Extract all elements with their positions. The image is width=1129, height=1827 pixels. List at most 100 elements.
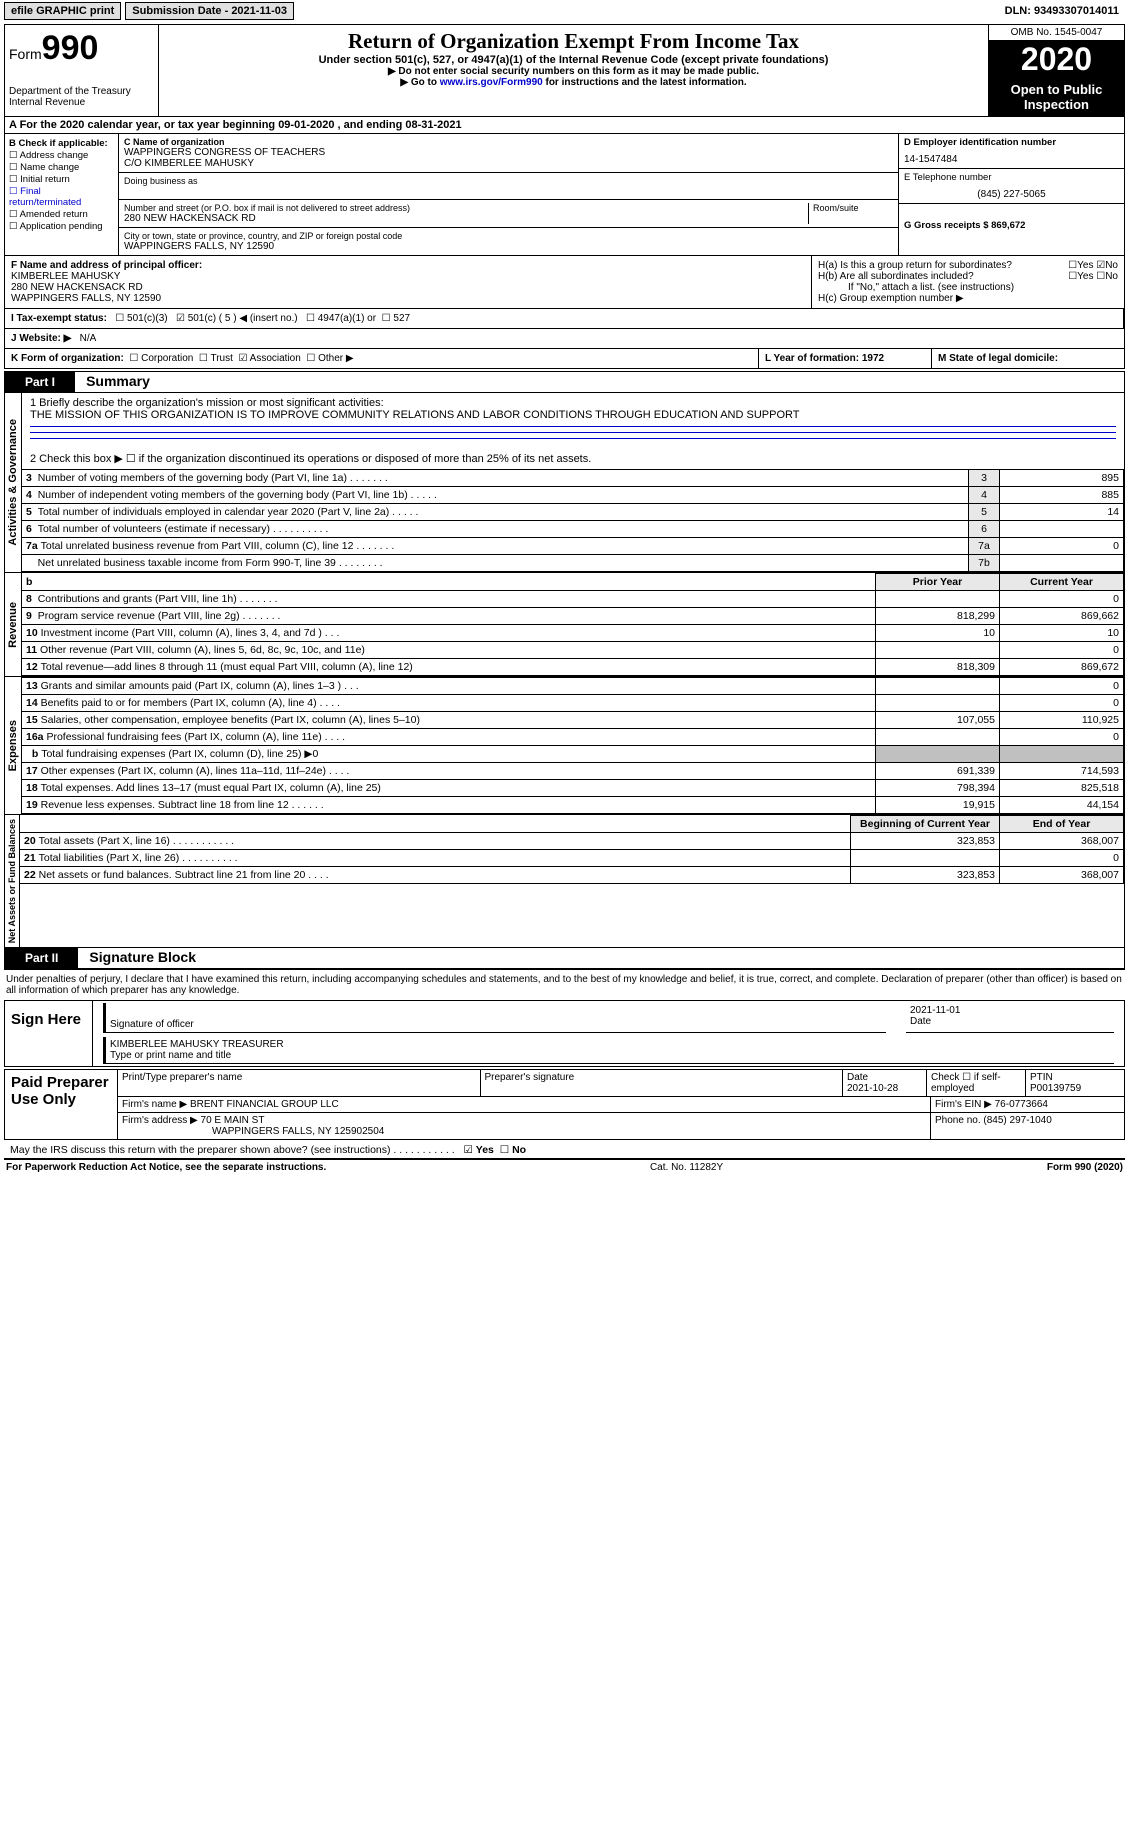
addr-label: Firm's address ▶ (122, 1115, 198, 1126)
firm-addr: 70 E MAIN ST (201, 1115, 265, 1126)
hb-yn[interactable]: ☐Yes ☐No (1068, 271, 1118, 282)
r21c: 0 (1000, 850, 1124, 867)
type-label: Type or print name and title (110, 1050, 1110, 1061)
dln: DLN: 93493307014011 (1005, 5, 1125, 17)
k-corp[interactable]: Corporation (141, 353, 193, 364)
table-row: b Total fundraising expenses (Part IX, c… (22, 746, 1124, 763)
j-label: J Website: ▶ (11, 333, 71, 344)
line6-val (1000, 521, 1124, 538)
r19c: 44,154 (1000, 797, 1124, 814)
k-trust[interactable]: Trust (210, 353, 232, 364)
line4-text: Number of independent voting members of … (38, 489, 437, 501)
firm-ph: (845) 297-1040 (983, 1115, 1051, 1126)
r20: Total assets (Part X, line 16) . . . . .… (39, 835, 235, 847)
officer-addr1: 280 NEW HACKENSACK RD (11, 282, 805, 293)
k-other[interactable]: Other ▶ (318, 353, 353, 364)
prep-h2: Preparer's signature (481, 1070, 844, 1096)
ein: 14-1547484 (904, 154, 1119, 165)
line2: 2 Check this box ▶ ☐ if the organization… (22, 448, 1124, 469)
r22p: 323,853 (851, 867, 1000, 884)
net-label: Net Assets or Fund Balances (5, 815, 20, 947)
table-row: 14 Benefits paid to or for members (Part… (22, 695, 1124, 712)
r15p: 107,055 (876, 712, 1000, 729)
yes-text: Yes (1077, 260, 1093, 271)
ein-label: D Employer identification number (904, 137, 1119, 148)
r11p (876, 642, 1000, 659)
chk-final[interactable]: ☐ Final return/terminated (9, 186, 114, 208)
form-subtitle: Under section 501(c), 527, or 4947(a)(1)… (163, 54, 984, 66)
irs-link[interactable]: www.irs.gov/Form990 (440, 77, 543, 88)
dba-label: Doing business as (124, 176, 893, 186)
i-501c5[interactable]: 501(c) ( 5 ) ◀ (insert no.) (188, 313, 298, 324)
footer-left: For Paperwork Reduction Act Notice, see … (6, 1162, 326, 1173)
sign-here: Sign Here (5, 1001, 93, 1066)
chk-name[interactable]: ☐ Name change (9, 162, 114, 173)
r12c: 869,672 (1000, 659, 1124, 676)
i-527[interactable]: 527 (393, 313, 410, 324)
line4-val: 885 (1000, 487, 1124, 504)
r11c: 0 (1000, 642, 1124, 659)
c-addr-label: Number and street (or P.O. box if mail i… (124, 203, 808, 213)
exp-label: Expenses (5, 677, 22, 814)
c-name-label: C Name of organization (124, 137, 893, 147)
form-id-block: Form990 Department of the Treasury Inter… (5, 25, 159, 116)
section-k: K Form of organization: ☐ Corporation ☐ … (5, 349, 759, 368)
k-assoc[interactable]: Association (250, 353, 301, 364)
r9: Program service revenue (Part VIII, line… (38, 610, 281, 622)
i-4947[interactable]: 4947(a)(1) or (318, 313, 376, 324)
exp-table: 13 Grants and similar amounts paid (Part… (22, 677, 1124, 814)
officer-addr2: WAPPINGERS FALLS, NY 12590 (11, 293, 805, 304)
table-row: 13 Grants and similar amounts paid (Part… (22, 678, 1124, 695)
table-row: 7a Total unrelated business revenue from… (22, 538, 1124, 555)
r19: Revenue less expenses. Subtract line 18 … (41, 799, 324, 811)
lineno: 6 (969, 521, 1000, 538)
prep-h5: PTIN (1030, 1072, 1053, 1083)
prep-h4[interactable]: Check ☐ if self-employed (927, 1070, 1026, 1096)
col-curr: Current Year (1000, 574, 1124, 591)
ein-label: Firm's EIN ▶ (935, 1099, 992, 1110)
net-table: Beginning of Current YearEnd of Year 20 … (20, 815, 1124, 884)
hb-label: H(b) Are all subordinates included? (818, 271, 1068, 282)
firm-label: Firm's name ▶ (122, 1099, 187, 1110)
prep-h3: Date (847, 1072, 868, 1083)
i-501c3[interactable]: 501(c)(3) (127, 313, 168, 324)
footer-mid: Cat. No. 11282Y (650, 1162, 723, 1173)
r10p: 10 (876, 625, 1000, 642)
r22c: 368,007 (1000, 867, 1124, 884)
instr2-pre: ▶ Go to (400, 77, 439, 88)
discuss-text: May the IRS discuss this return with the… (10, 1144, 455, 1156)
ha-yes[interactable]: ☐Yes ☑No (1068, 260, 1118, 271)
r12p: 818,309 (876, 659, 1000, 676)
mission-text: THE MISSION OF THIS ORGANIZATION IS TO I… (30, 409, 1116, 421)
r19p: 19,915 (876, 797, 1000, 814)
line3-val: 895 (1000, 470, 1124, 487)
r21: Total liabilities (Part X, line 26) . . … (39, 852, 238, 864)
table-row: 10 Investment income (Part VIII, column … (22, 625, 1124, 642)
table-row: 4 Number of independent voting members o… (22, 487, 1124, 504)
date-label: Date (910, 1016, 1110, 1027)
open-public: Open to Public Inspection (989, 78, 1124, 116)
tax-year: 2020 (989, 41, 1124, 78)
section-b: B Check if applicable: ☐ Address change … (5, 134, 119, 255)
chk-pending[interactable]: ☐ Application pending (9, 221, 114, 232)
f-label: F Name and address of principal officer: (11, 260, 805, 271)
r20p: 323,853 (851, 833, 1000, 850)
table-row: Net unrelated business taxable income fr… (22, 555, 1124, 572)
form-number: 990 (42, 29, 99, 67)
chk-amended[interactable]: ☐ Amended return (9, 209, 114, 220)
chk-address[interactable]: ☐ Address change (9, 150, 114, 161)
chk-initial[interactable]: ☐ Initial return (9, 174, 114, 185)
submission-date: Submission Date - 2021-11-03 (125, 2, 294, 20)
r16b: Total fundraising expenses (Part IX, col… (41, 748, 318, 760)
r14: Benefits paid to or for members (Part IX… (41, 697, 340, 709)
line5-val: 14 (1000, 504, 1124, 521)
rev-table: bPrior YearCurrent Year 8 Contributions … (22, 573, 1124, 676)
table-row: 21 Total liabilities (Part X, line 26) .… (20, 850, 1124, 867)
table-row: 17 Other expenses (Part IX, column (A), … (22, 763, 1124, 780)
r10c: 10 (1000, 625, 1124, 642)
gross-receipts: G Gross receipts $ 869,672 (904, 220, 1119, 231)
r14p (876, 695, 1000, 712)
table-row: 20 Total assets (Part X, line 16) . . . … (20, 833, 1124, 850)
r16bc (1000, 746, 1124, 763)
i-label: I Tax-exempt status: (11, 313, 107, 324)
